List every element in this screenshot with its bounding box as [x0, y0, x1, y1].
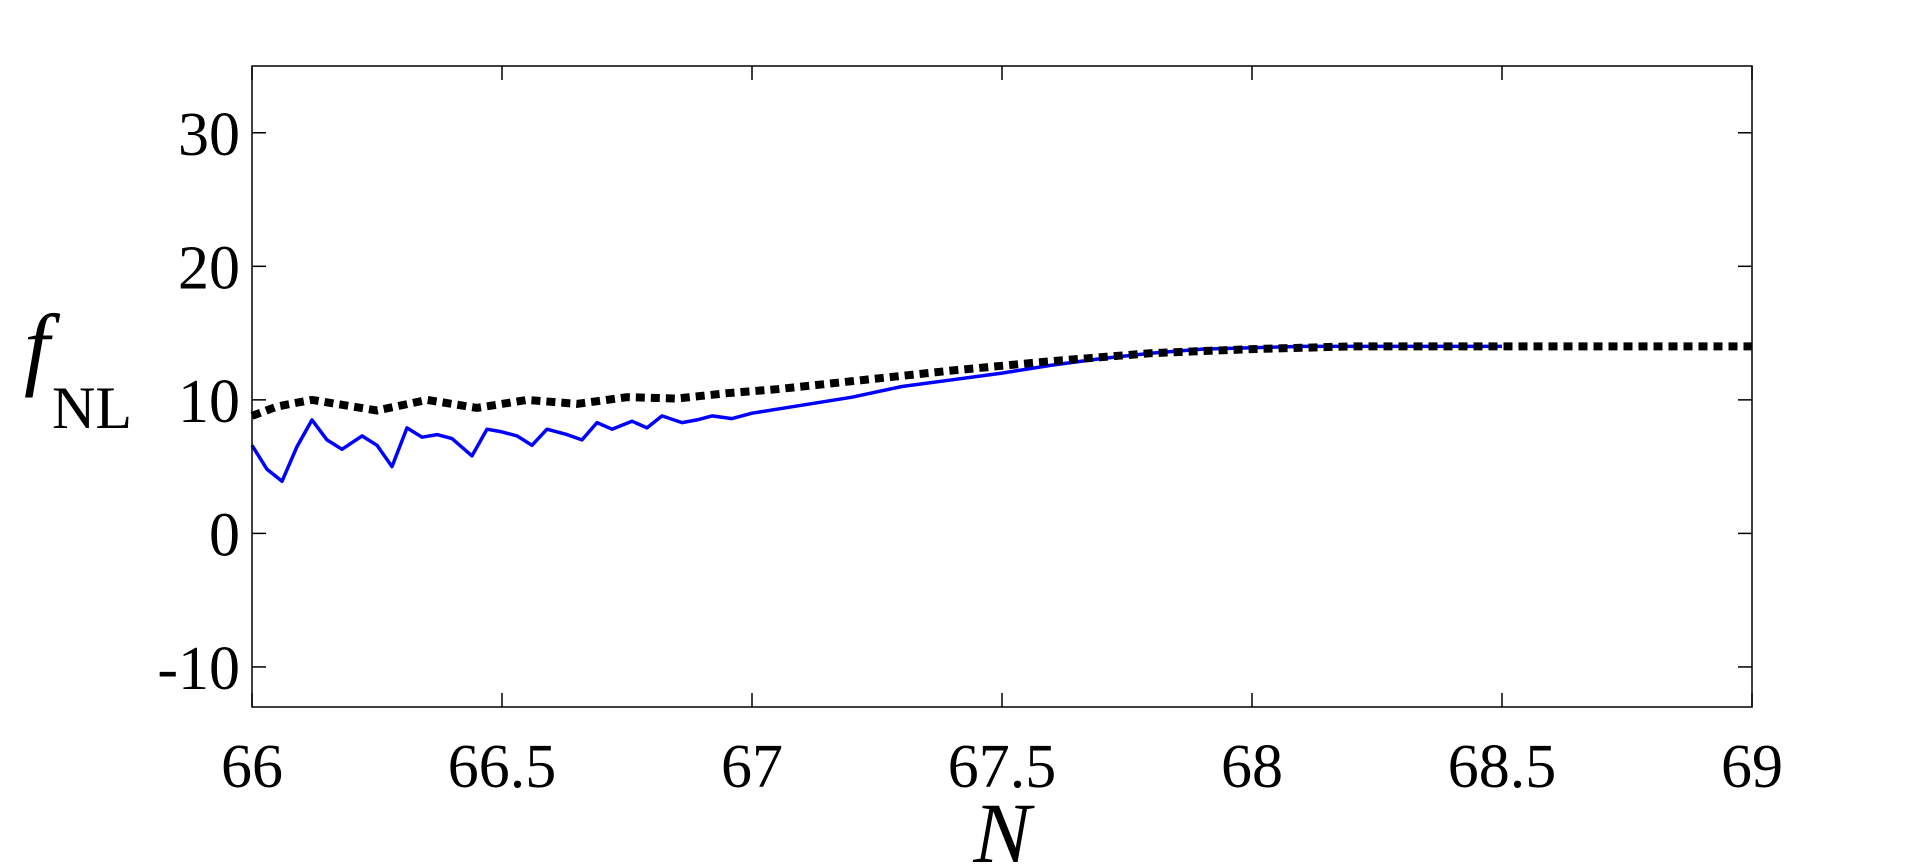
- x-tick-label: 66: [221, 733, 283, 801]
- x-tick-label: 68: [1221, 733, 1283, 801]
- x-tick-labels: 66 66.5 67 67.5 68 68.5 69: [221, 733, 1783, 801]
- x-axis-label: N: [972, 785, 1035, 867]
- y-tick-label: -10: [157, 635, 240, 703]
- x-tick-label: 67.5: [948, 733, 1057, 801]
- y-tick-label: 30: [178, 101, 240, 169]
- x-tick-label: 69: [1721, 733, 1783, 801]
- y-tick-label: 10: [178, 368, 240, 436]
- series-line-smooth: [250, 342, 1752, 420]
- y-tick-labels: -10 0 10 20 30: [157, 101, 240, 703]
- y-tick-label: 20: [178, 234, 240, 302]
- y-tick-label: 0: [209, 501, 240, 569]
- y-axis-label-subscript: NL: [52, 375, 132, 441]
- x-tick-label: 68.5: [1448, 733, 1557, 801]
- plot-frame: [251, 65, 1753, 708]
- series-layer: [250, 342, 1752, 484]
- ticks-layer: [251, 66, 1753, 707]
- x-tick-label: 66.5: [448, 733, 557, 801]
- series-line-oscillating: [250, 344, 1502, 484]
- x-tick-label: 67: [721, 733, 783, 801]
